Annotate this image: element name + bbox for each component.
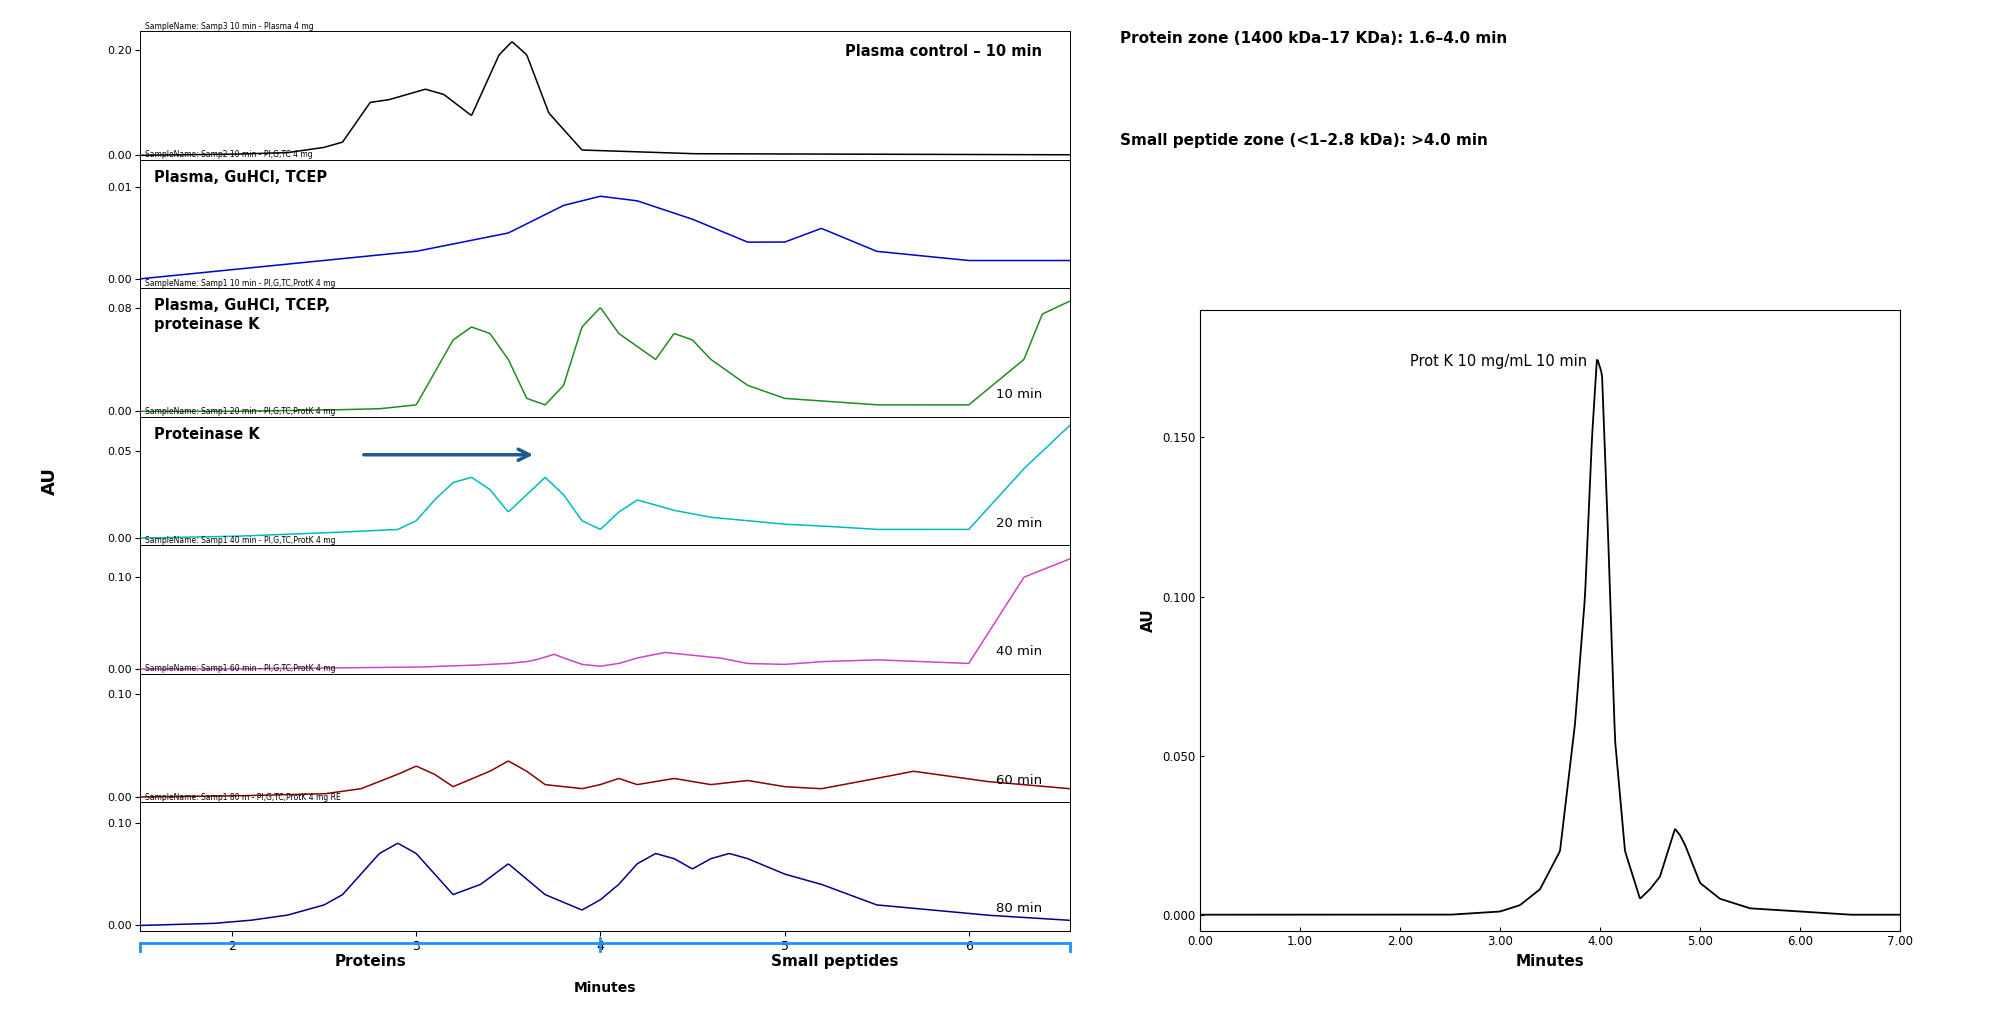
Text: SampleName: Samp1 20 min - Pl,G,TC,ProtK 4 mg: SampleName: Samp1 20 min - Pl,G,TC,ProtK… — [144, 407, 336, 417]
Text: 20 min: 20 min — [996, 517, 1042, 529]
Text: SampleName: Samp1 10 min - Pl,G,TC,ProtK 4 mg: SampleName: Samp1 10 min - Pl,G,TC,ProtK… — [144, 279, 336, 287]
Text: Protein zone (1400 kDa–17 KDa): 1.6–4.0 min: Protein zone (1400 kDa–17 KDa): 1.6–4.0 … — [1120, 31, 1508, 47]
Text: 60 min: 60 min — [996, 773, 1042, 787]
Text: Small peptides: Small peptides — [772, 954, 898, 970]
Text: Small peptide zone (<1–2.8 kDa): >4.0 min: Small peptide zone (<1–2.8 kDa): >4.0 mi… — [1120, 133, 1488, 149]
X-axis label: Minutes: Minutes — [574, 981, 636, 995]
Text: SampleName: Samp3 10 min - Plasma 4 mg: SampleName: Samp3 10 min - Plasma 4 mg — [144, 22, 314, 31]
Text: Prot K 10 mg/mL 10 min: Prot K 10 mg/mL 10 min — [1410, 354, 1588, 369]
Text: Plasma, GuHCl, TCEP,
proteinase K: Plasma, GuHCl, TCEP, proteinase K — [154, 299, 330, 332]
Text: 40 min: 40 min — [996, 645, 1042, 659]
Text: SampleName: Samp1 40 min - Pl,G,TC,ProtK 4 mg: SampleName: Samp1 40 min - Pl,G,TC,ProtK… — [144, 536, 336, 545]
Text: Proteinase K: Proteinase K — [154, 427, 260, 442]
Text: Plasma control – 10 min: Plasma control – 10 min — [846, 43, 1042, 59]
Text: Plasma, GuHCl, TCEP: Plasma, GuHCl, TCEP — [154, 170, 328, 185]
X-axis label: Minutes: Minutes — [1516, 954, 1584, 969]
Text: SampleName: Samp1 80 m - Pl,G,TC,ProtK 4 mg RE: SampleName: Samp1 80 m - Pl,G,TC,ProtK 4… — [144, 793, 340, 801]
Text: SampleName: Samp2 10 min - Pl,G,TC 4 mg: SampleName: Samp2 10 min - Pl,G,TC 4 mg — [144, 150, 312, 159]
Text: Proteins: Proteins — [334, 954, 406, 970]
Text: 80 min: 80 min — [996, 903, 1042, 915]
Text: AU: AU — [42, 467, 60, 494]
Text: 10 min: 10 min — [996, 388, 1042, 401]
Text: SampleName: Samp1 60 min - Pl,G,TC,ProtK 4 mg: SampleName: Samp1 60 min - Pl,G,TC,ProtK… — [144, 664, 336, 673]
Y-axis label: AU: AU — [1142, 609, 1156, 632]
